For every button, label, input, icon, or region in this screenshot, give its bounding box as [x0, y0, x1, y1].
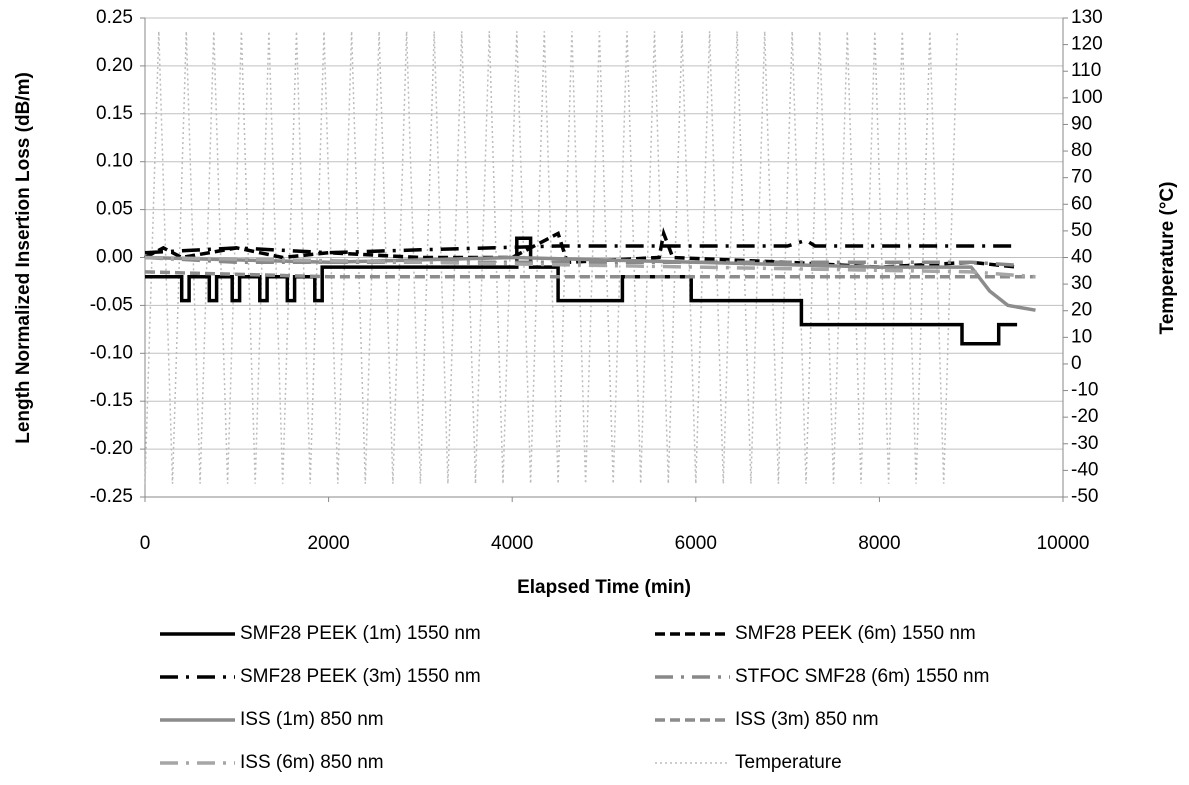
- legend-label: SMF28 PEEK (1m) 1550 nm: [240, 623, 481, 644]
- series-line: [144, 255, 1018, 267]
- x-tick-label: 4000: [491, 533, 533, 554]
- y-tick-label: -0.10: [90, 342, 133, 363]
- y2-tick-label: 60: [1071, 193, 1092, 214]
- y-tick-label: 0.20: [96, 55, 133, 76]
- series-line: [144, 270, 1036, 279]
- x-tick-label: 8000: [858, 533, 900, 554]
- x-tick-label: 6000: [675, 533, 717, 554]
- y-tick-label: 0.00: [96, 247, 133, 268]
- y2-tick-label: -30: [1071, 433, 1098, 454]
- y-axis-title: Length Normalized Insertion Loss (dB/m): [13, 72, 34, 444]
- y2-tick-label: 120: [1071, 34, 1103, 55]
- y2-axis-title: Temperature (°C): [1157, 182, 1178, 335]
- y2-tick-label: 20: [1071, 300, 1092, 321]
- y-tick-label: 0.15: [96, 103, 133, 124]
- y-tick-label: 0.25: [96, 7, 133, 28]
- y2-tick-label: -40: [1071, 459, 1098, 480]
- legend-label: SMF28 PEEK (3m) 1550 nm: [240, 666, 481, 687]
- y2-tick-label: 40: [1071, 247, 1092, 268]
- y-tick-label: -0.05: [90, 294, 133, 315]
- legend-label: STFOC SMF28 (6m) 1550 nm: [735, 666, 989, 687]
- legend-label: Temperature: [735, 752, 842, 773]
- y-tick-label: 0.10: [96, 151, 133, 172]
- y2-tick-label: 70: [1071, 167, 1092, 188]
- legend-label: ISS (6m) 850 nm: [240, 752, 384, 773]
- series-line: [144, 227, 1018, 269]
- y2-tick-label: 100: [1071, 87, 1103, 108]
- y2-tick-label: -50: [1071, 486, 1098, 507]
- y-tick-label: -0.20: [90, 438, 133, 459]
- y2-tick-label: 80: [1071, 140, 1092, 161]
- series-line: [144, 238, 1018, 255]
- y2-tick-label: 50: [1071, 220, 1092, 241]
- legend-label: ISS (3m) 850 nm: [735, 709, 879, 730]
- x-tick-label: 2000: [307, 533, 349, 554]
- y2-tick-label: -20: [1071, 406, 1098, 427]
- y2-tick-label: -10: [1071, 380, 1098, 401]
- y2-tick-label: 110: [1071, 60, 1101, 81]
- y-tick-label: -0.15: [90, 390, 133, 411]
- y2-tick-label: 130: [1071, 7, 1103, 28]
- x-axis-title: Elapsed Time (min): [517, 577, 691, 598]
- x-tick-label: 10000: [1037, 533, 1090, 554]
- x-tick-label: 0: [140, 533, 151, 554]
- y-tick-label: 0.05: [96, 199, 133, 220]
- y2-tick-label: 30: [1071, 273, 1092, 294]
- y2-tick-label: 10: [1071, 326, 1092, 347]
- y-tick-label: -0.25: [90, 486, 133, 507]
- y2-tick-label: 0: [1071, 353, 1082, 374]
- series-line: [144, 255, 1036, 312]
- legend-label: ISS (1m) 850 nm: [240, 709, 384, 730]
- legend-label: SMF28 PEEK (6m) 1550 nm: [735, 623, 976, 644]
- y2-tick-label: 90: [1071, 113, 1092, 134]
